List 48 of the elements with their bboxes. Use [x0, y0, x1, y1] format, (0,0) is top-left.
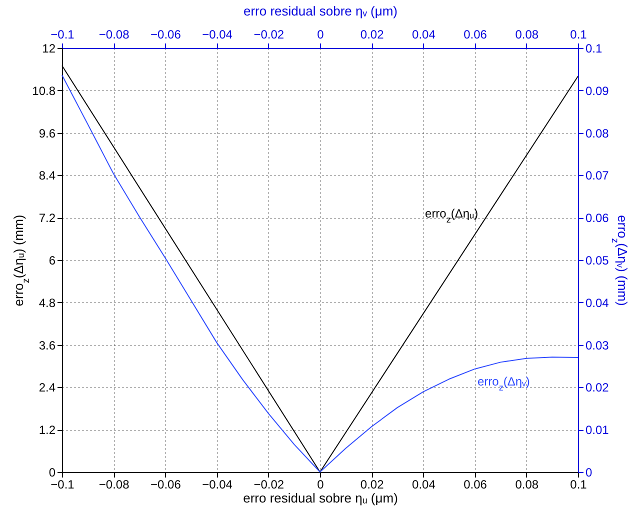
y-tick-label: 12: [42, 42, 56, 56]
x2-tick-label: −0.06: [150, 28, 182, 42]
y2-tick-label: 0.02: [586, 380, 610, 395]
x2-tick-label: −0.04: [202, 28, 233, 42]
y-tick-label: 7.2: [38, 211, 56, 226]
x-tick-label: 0.06: [464, 478, 488, 492]
x2-tick-label: 0.06: [464, 28, 488, 42]
y2-tick-label: 0.05: [586, 254, 610, 268]
y2-tick-label: 0.07: [586, 168, 610, 183]
y-tick-label: 1.2: [38, 423, 56, 438]
y-tick-label: 10.8: [32, 84, 56, 98]
x2-axis-title: erro residual sobre ηᵥ (μm): [244, 4, 398, 18]
y2-tick-label: 0.08: [586, 126, 610, 140]
x-tick-label: 0.04: [412, 478, 436, 492]
x-tick-label: −0.02: [254, 478, 284, 492]
y-tick-label: 4.8: [38, 296, 56, 310]
y-tick-label: 3.6: [38, 338, 56, 352]
y2-tick-label: 0.04: [586, 296, 610, 310]
x-axis-title: erro residual sobre ηᵤ (μm): [243, 490, 398, 506]
x2-tick-label: 0.02: [360, 28, 384, 42]
y2-tick-label: 0.06: [586, 211, 610, 226]
y2-tick-label: 0.1: [586, 42, 603, 56]
x2-tick-label: 0.1: [570, 28, 588, 42]
y-tick-label: 9.6: [38, 126, 56, 140]
y-tick-label: 6: [48, 254, 56, 268]
x2-tick-label: −0.1: [50, 28, 75, 42]
x-tick-label: −0.08: [98, 478, 130, 492]
x2-tick-label: 0.04: [412, 28, 436, 42]
x2-tick-label: −0.02: [254, 28, 284, 42]
annotation: erro$_{z}$(Δηᵥ): [478, 374, 530, 393]
x2-tick-label: −0.08: [98, 28, 130, 42]
y2-tick-label: 0.01: [586, 423, 610, 438]
x-tick-label: −0.04: [202, 478, 233, 492]
x-tick-label: 0: [317, 478, 324, 492]
x2-tick-label: 0: [317, 28, 324, 42]
x-tick-label: −0.1: [50, 478, 75, 492]
y2-tick-label: 0.09: [586, 84, 610, 98]
y2-tick-label: 0: [586, 466, 592, 480]
y-tick-label: 8.4: [38, 168, 56, 183]
x-tick-label: 0.02: [360, 478, 384, 492]
x-tick-label: 0.1: [570, 478, 588, 492]
x2-tick-label: 0.08: [515, 28, 539, 42]
x-tick-label: −0.06: [150, 478, 182, 492]
y-tick-label: 2.4: [38, 380, 56, 395]
y-tick-label: 0: [48, 466, 56, 480]
y2-tick-label: 0.03: [586, 338, 610, 352]
x-tick-label: 0.08: [515, 478, 539, 492]
annotation: erro$_{z}$(Δηᵤ): [425, 206, 478, 224]
